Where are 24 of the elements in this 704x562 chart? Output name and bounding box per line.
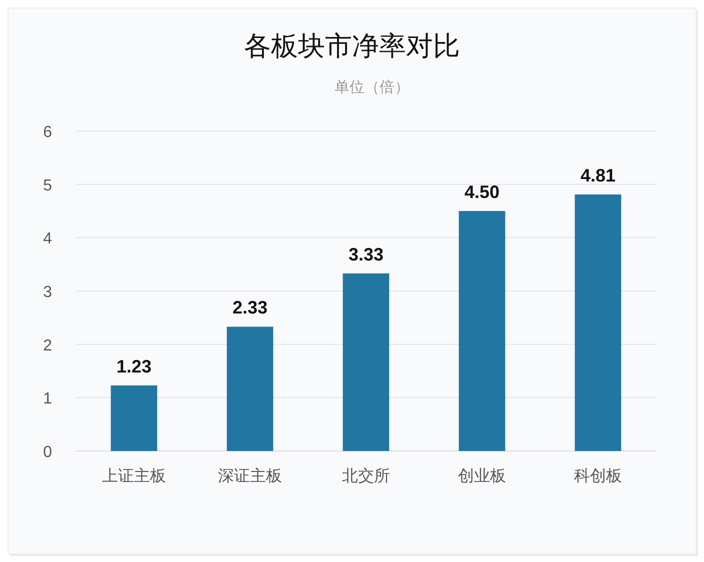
x-tick-label: 科创板	[574, 467, 622, 485]
bar	[574, 194, 622, 451]
chart-title: 各板块市净率对比	[244, 31, 460, 61]
y-tick-label: 6	[43, 124, 52, 141]
y-tick-label: 1	[43, 390, 52, 408]
y-tick-label: 4	[43, 230, 52, 248]
data-label: 2.33	[232, 298, 268, 318]
x-tick-label: 上证主板	[102, 467, 166, 485]
y-tick-label: 2	[43, 337, 52, 354]
y-tick-label: 0	[43, 444, 52, 461]
bar	[226, 326, 274, 451]
data-label: 1.23	[116, 356, 152, 376]
data-label: 4.50	[464, 182, 500, 202]
bar	[110, 385, 158, 451]
bar	[458, 211, 506, 451]
bar	[342, 273, 390, 451]
x-tick-label: 深证主板	[218, 467, 282, 485]
x-tick-label: 北交所	[342, 467, 390, 485]
chart-subtitle: 单位（倍）	[334, 79, 410, 96]
x-tick-label: 创业板	[458, 467, 506, 485]
y-tick-label: 3	[43, 284, 52, 301]
y-tick-label: 5	[43, 177, 52, 194]
data-label: 4.81	[580, 165, 616, 186]
data-label: 3.33	[348, 244, 384, 264]
